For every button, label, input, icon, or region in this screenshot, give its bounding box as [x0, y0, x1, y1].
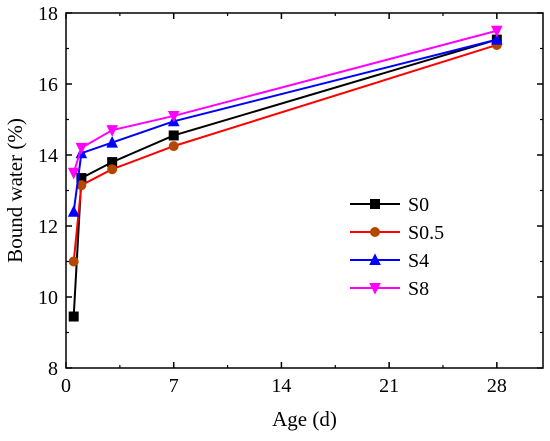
legend-label-s0-5: S0.5 — [408, 222, 444, 244]
y-tick-label: 12 — [38, 216, 58, 238]
data-point-s8 — [167, 110, 180, 123]
legend: S0 S0.5 S4 S8 — [350, 194, 444, 300]
x-tick-label: 28 — [487, 375, 507, 397]
plot-frame — [65, 12, 544, 369]
data-point-s0-5 — [168, 141, 179, 152]
legend-item-s0: S0 — [350, 194, 429, 216]
legend-label-s4: S4 — [408, 250, 429, 272]
legend-marker-s0 — [370, 199, 380, 209]
data-point-s4 — [67, 205, 80, 217]
series-s0-5 — [68, 39, 502, 267]
data-point-s0 — [168, 130, 179, 141]
x-tick-label: 21 — [379, 375, 399, 397]
legend-label-s8: S8 — [408, 278, 429, 300]
legend-marker-s4 — [369, 253, 381, 265]
x-tick-label: 14 — [271, 375, 291, 397]
legend-item-s8: S8 — [350, 278, 429, 300]
data-point-s0-5 — [68, 256, 79, 267]
series-s8 — [67, 25, 503, 180]
legend-item-s0-5: S0.5 — [350, 222, 444, 244]
data-point-s0 — [68, 311, 79, 322]
legend-marker-s0-5 — [370, 227, 380, 237]
y-tick-label: 14 — [38, 145, 58, 167]
data-point-s8 — [67, 167, 80, 180]
series-layer — [67, 25, 503, 322]
data-point-s8 — [106, 125, 118, 137]
data-point-s4 — [106, 135, 118, 148]
y-tick-label: 16 — [38, 74, 58, 96]
x-tick-label: 7 — [169, 375, 179, 397]
series-s0 — [68, 34, 502, 322]
series-line-s0 — [72, 38, 498, 317]
y-tick-label: 18 — [38, 3, 58, 25]
ticks-layer: 0 7 14 21 28 8 10 12 14 16 18 — [38, 3, 543, 397]
data-point-s8 — [75, 142, 88, 155]
y-tick-label: 10 — [38, 287, 58, 309]
legend-marker-s8 — [369, 283, 381, 295]
legend-item-s4: S4 — [350, 250, 429, 272]
data-point-s4 — [491, 33, 503, 45]
x-axis-title: Age (d) — [272, 407, 337, 431]
legend-label-s0: S0 — [408, 194, 429, 216]
data-point-s0-5 — [107, 164, 118, 175]
x-tick-label: 0 — [61, 375, 71, 397]
data-point-s8 — [491, 25, 503, 38]
y-tick-label: 8 — [48, 358, 58, 380]
y-axis-title: Bound water (%) — [3, 118, 27, 263]
